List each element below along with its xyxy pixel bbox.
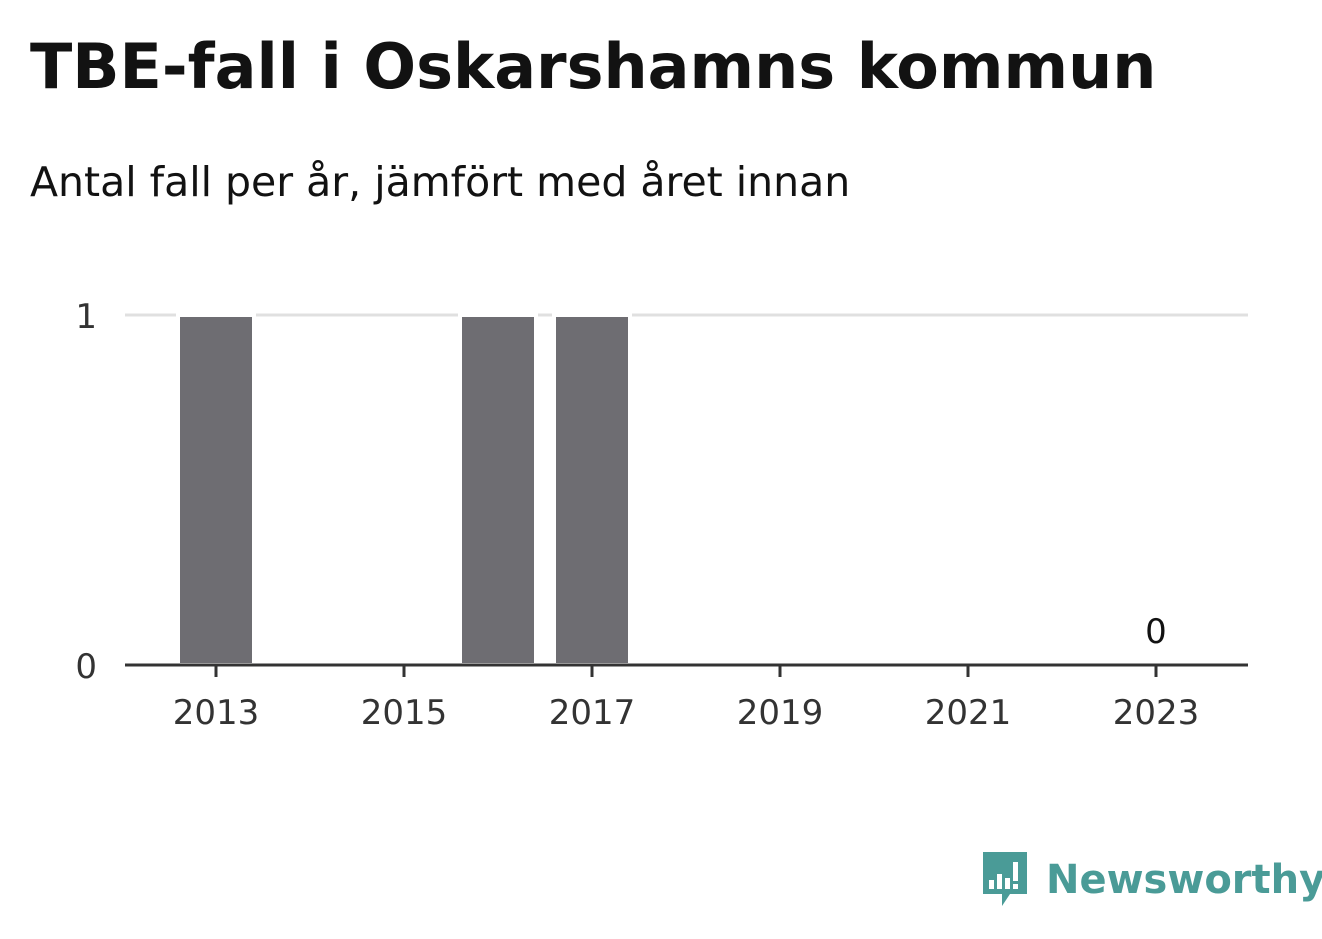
x-axis-labels: 2013 2015 2017 2019 2021 2023 <box>173 693 1200 733</box>
x-axis <box>125 663 1248 677</box>
newsworthy-logo-icon <box>983 852 1027 906</box>
x-tick-label: 2023 <box>1113 693 1200 733</box>
x-tick-label: 2013 <box>173 693 260 733</box>
chart-title: TBE-fall i Oskarshamns kommun <box>30 30 1157 103</box>
y-axis-labels: 01 <box>75 297 97 687</box>
x-tick-label: 2015 <box>361 693 448 733</box>
bars <box>176 313 632 667</box>
annotations: 0 <box>1145 612 1167 652</box>
y-tick-label: 0 <box>75 647 97 687</box>
data-label: 0 <box>1145 612 1167 652</box>
brand-name: Newsworthy <box>1046 857 1322 903</box>
x-tick-label: 2017 <box>549 693 636 733</box>
y-tick-label: 1 <box>75 297 97 337</box>
chart-subtitle: Antal fall per år, jämfört med året inna… <box>30 158 851 206</box>
bar-2013 <box>176 313 256 667</box>
brand-footer: Newsworthy <box>980 850 1322 910</box>
x-tick-label: 2021 <box>925 693 1012 733</box>
bar-2016 <box>458 313 538 667</box>
x-tick-label: 2019 <box>737 693 824 733</box>
bar-2017 <box>552 313 632 667</box>
